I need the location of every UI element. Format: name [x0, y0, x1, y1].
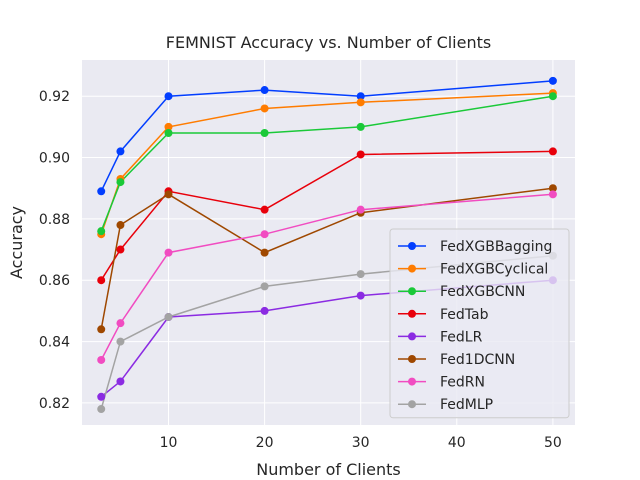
- y-tick-labels: 0.82 0.84 0.86 0.88 0.90 0.92: [39, 89, 70, 412]
- legend-box: [389, 228, 570, 419]
- y-tick-label: 0.90: [39, 151, 70, 167]
- data-point: [97, 227, 106, 236]
- data-point: [164, 129, 173, 137]
- data-point: [116, 245, 125, 254]
- legend-marker: [408, 287, 416, 296]
- series-points: [97, 76, 557, 414]
- series-line: [100, 92, 553, 235]
- data-point: [356, 98, 365, 107]
- data-point: [548, 190, 557, 199]
- legend-label: FedXGBCyclical: [440, 262, 548, 278]
- legend-marker: [408, 332, 416, 341]
- data-point: [548, 76, 557, 85]
- data-point: [260, 129, 269, 137]
- series-line: [100, 95, 554, 232]
- legend-label: FedXGBBagging: [440, 239, 552, 255]
- data-point: [548, 92, 557, 101]
- data-point: [116, 221, 125, 230]
- data-point: [97, 392, 106, 401]
- legend-marker: [408, 309, 416, 318]
- y-tick-label: 0.84: [39, 335, 70, 351]
- data-point: [356, 122, 365, 131]
- data-point: [356, 205, 365, 214]
- legend-label: FedTab: [440, 307, 489, 323]
- series-line: [100, 80, 553, 192]
- data-point: [164, 190, 173, 199]
- data-point: [260, 104, 269, 113]
- series-line: [100, 193, 553, 361]
- legend-label: FedMLP: [440, 397, 493, 413]
- data-point: [356, 291, 365, 300]
- data-point: [548, 147, 557, 156]
- legend-marker: [408, 264, 416, 273]
- data-point: [356, 270, 365, 279]
- y-tick-label: 0.86: [39, 273, 70, 289]
- y-axis-label: Accuracy: [7, 206, 26, 279]
- data-point: [116, 178, 125, 187]
- data-point: [164, 313, 173, 322]
- series-line: [100, 150, 553, 281]
- series-line: [100, 187, 553, 330]
- legend-marker: [408, 400, 416, 409]
- data-point: [164, 122, 173, 131]
- x-tick-label: 30: [352, 435, 370, 451]
- data-point: [164, 248, 173, 257]
- legend-marker: [408, 242, 416, 250]
- data-point: [260, 230, 269, 239]
- y-tick-label: 0.82: [39, 396, 70, 412]
- legend-marker: [408, 355, 416, 363]
- legend: FedXGBBagging FedXGBCyclical FedXGBCNN FedT…: [389, 228, 570, 419]
- data-point: [97, 355, 106, 364]
- y-tick-label: 0.88: [39, 212, 70, 228]
- data-point: [97, 325, 106, 334]
- data-point: [260, 282, 269, 291]
- x-tick-label: 20: [256, 435, 274, 451]
- x-tick-label: 40: [448, 435, 466, 451]
- legend-label: FedXGBCNN: [440, 284, 525, 300]
- data-point: [116, 319, 125, 328]
- x-tick-label: 10: [160, 435, 178, 451]
- data-point: [260, 205, 269, 214]
- x-tick-labels: 10 20 30 40 50: [160, 435, 562, 451]
- data-point: [260, 306, 269, 315]
- legend-label: Fed1DCNN: [440, 352, 515, 368]
- data-point: [548, 184, 557, 193]
- data-point: [356, 92, 365, 101]
- legend-label: FedRN: [440, 375, 485, 391]
- legend-marker: [408, 377, 416, 386]
- x-tick-label: 50: [544, 435, 562, 451]
- x-axis-label: Number of Clients: [256, 460, 401, 479]
- data-point: [260, 86, 269, 95]
- data-point: [260, 248, 269, 257]
- data-point: [356, 150, 365, 159]
- chart-title: FEMNIST Accuracy vs. Number of Clients: [166, 33, 491, 52]
- legend-label: FedLR: [440, 329, 483, 345]
- y-tick-label: 0.92: [39, 89, 70, 105]
- data-point: [97, 405, 106, 414]
- data-point: [116, 377, 125, 386]
- data-point: [97, 276, 106, 285]
- data-point: [164, 92, 173, 101]
- data-point: [116, 337, 125, 346]
- data-point: [97, 187, 106, 196]
- data-point: [116, 147, 125, 156]
